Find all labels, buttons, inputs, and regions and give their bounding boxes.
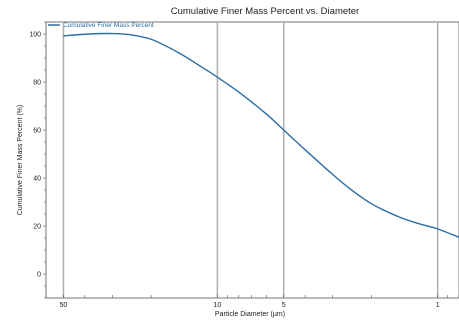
x-tick-label: 50 (60, 302, 68, 309)
y-axis-label: Cumulative Finer Mass Percent (%) (17, 105, 24, 215)
y-tick-label: 0 (37, 272, 41, 279)
x-tick-label: 1 (436, 302, 440, 309)
series-line-cumulative-finer (63, 32, 459, 238)
y-tick-label: 80 (33, 80, 41, 87)
y-tick-label: 100 (29, 32, 41, 39)
y-tick-label: 40 (33, 176, 41, 183)
x-tick-label: 5 (282, 302, 286, 309)
y-tick-label: 60 (33, 128, 41, 135)
chart-title: Cumulative Finer Mass Percent vs. Diamet… (171, 6, 359, 17)
x-tick-label: 10 (213, 302, 221, 309)
y-tick-label: 20 (33, 224, 41, 231)
legend-label: Cumulative Finer Mass Percent (63, 22, 154, 29)
x-axis-label: Particle Diameter (µm) (215, 311, 285, 318)
plot-area (45, 21, 459, 299)
